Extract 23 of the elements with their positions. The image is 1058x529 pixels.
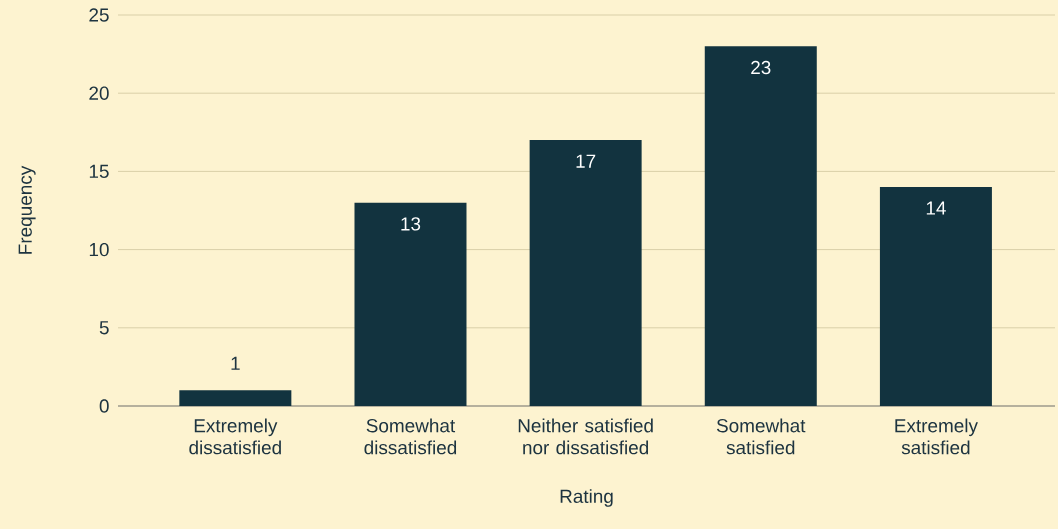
bar — [529, 140, 642, 406]
y-tick-label: 25 — [89, 8, 109, 22]
data-label: 13 — [401, 217, 421, 231]
data-label: 17 — [576, 154, 596, 168]
y-tick-label: 10 — [89, 242, 109, 257]
x-tick-label: Somewhat satisfied — [716, 418, 806, 455]
y-tick-label: 5 — [99, 321, 109, 335]
data-label: 1 — [231, 356, 240, 370]
x-tick-label: Neither satisfied nor dissatisfied — [518, 418, 653, 455]
y-tick-label: 0 — [99, 399, 109, 413]
bar — [179, 390, 292, 406]
x-tick-label: Somewhat dissatisfied — [364, 418, 457, 455]
y-tick-label: 15 — [89, 164, 109, 178]
bar — [879, 187, 992, 406]
bar — [704, 46, 817, 406]
data-label: 14 — [926, 201, 946, 215]
y-axis-title: Frequency — [18, 165, 36, 254]
bar — [354, 202, 467, 406]
data-label: 23 — [751, 60, 771, 75]
y-tick-label: 20 — [89, 86, 109, 100]
x-tick-label: Extremely satisfied — [895, 418, 978, 455]
x-axis-title: Rating — [560, 489, 613, 507]
x-tick-label: Extremely dissatisfied — [189, 418, 281, 455]
